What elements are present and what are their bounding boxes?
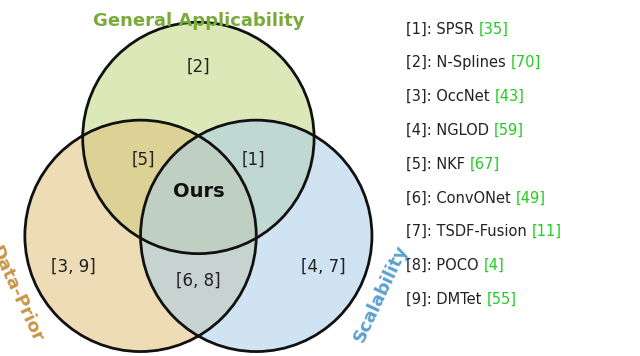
Text: [8]: POCO: [8]: POCO xyxy=(406,258,484,273)
Text: [35]: [35] xyxy=(479,21,509,36)
Text: General Applicability: General Applicability xyxy=(93,12,304,30)
Text: [4]: NGLOD: [4]: NGLOD xyxy=(406,123,494,138)
Text: Ours: Ours xyxy=(173,182,224,201)
Text: [3, 9]: [3, 9] xyxy=(51,258,96,276)
Text: [2]: N-Splines: [2]: N-Splines xyxy=(406,55,511,70)
Text: [59]: [59] xyxy=(494,123,524,138)
Text: Data-Prior: Data-Prior xyxy=(0,242,46,345)
Ellipse shape xyxy=(25,120,256,352)
Text: Scalability: Scalability xyxy=(351,242,412,345)
Text: [6]: ConvONet: [6]: ConvONet xyxy=(406,190,516,205)
Text: [43]: [43] xyxy=(495,89,524,104)
Text: [5]: NKF: [5]: NKF xyxy=(406,157,470,172)
Text: [67]: [67] xyxy=(470,157,500,172)
Text: [7]: TSDF-Fusion: [7]: TSDF-Fusion xyxy=(406,224,532,239)
Text: [3]: OccNet: [3]: OccNet xyxy=(406,89,495,104)
Text: [1]: [1] xyxy=(242,151,266,169)
Text: [70]: [70] xyxy=(511,55,541,70)
Text: [11]: [11] xyxy=(532,224,562,239)
Text: [4, 7]: [4, 7] xyxy=(301,258,346,276)
Text: [55]: [55] xyxy=(486,292,516,307)
Text: [2]: [2] xyxy=(187,58,210,76)
Ellipse shape xyxy=(141,120,372,352)
Text: [4]: [4] xyxy=(484,258,504,273)
Text: [49]: [49] xyxy=(516,190,546,205)
Text: [5]: [5] xyxy=(131,151,155,169)
Ellipse shape xyxy=(83,22,314,253)
Text: [1]: SPSR: [1]: SPSR xyxy=(406,21,479,36)
Text: [6, 8]: [6, 8] xyxy=(176,271,221,289)
Text: [9]: DMTet: [9]: DMTet xyxy=(406,292,486,307)
